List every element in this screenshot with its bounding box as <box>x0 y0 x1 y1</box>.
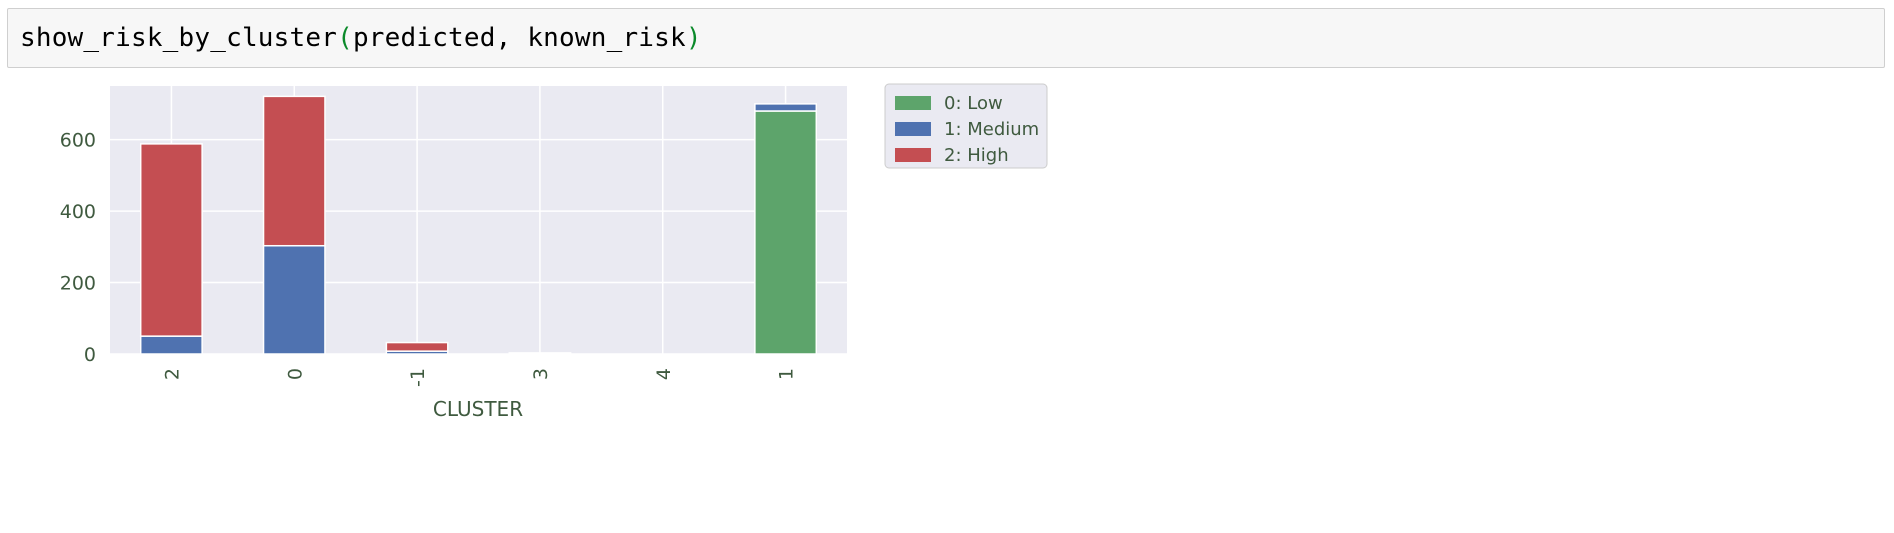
bar-segment <box>754 110 818 355</box>
x-tick-label: 2 <box>161 368 183 380</box>
y-tick-label: 0 <box>84 344 96 366</box>
y-gridlines <box>110 138 847 355</box>
bar-segment <box>262 95 326 247</box>
y-tick-labels: 0 200 400 600 <box>60 130 96 366</box>
bar-segment <box>262 244 326 355</box>
stacked-bar-chart: 0 200 400 600 2 0 -1 3 4 1 CLUSTER 0: Low 1: Medi… <box>60 83 1048 421</box>
function-args: predicted, known_risk <box>352 23 686 53</box>
x-tick-label: 1 <box>776 368 798 380</box>
bar-segment <box>754 103 818 112</box>
bars <box>139 95 818 355</box>
x-tick-label: 0 <box>284 368 306 380</box>
legend-swatch <box>895 96 931 110</box>
legend: 0: Low 1: Medium 2: High <box>884 83 1048 169</box>
bar-segment <box>508 352 572 355</box>
bar-segment <box>139 143 203 337</box>
chart-output: 0 200 400 600 2 0 -1 3 4 1 CLUSTER 0: Low 1: Medi… <box>0 78 1894 528</box>
legend-label: 1: Medium <box>944 119 1039 140</box>
bar-segment <box>139 335 203 355</box>
open-paren: ( <box>337 23 353 53</box>
y-tick-label: 200 <box>60 273 96 295</box>
y-tick-label: 600 <box>60 130 96 152</box>
plot-background <box>110 86 847 354</box>
legend-label: 0: Low <box>944 93 1003 114</box>
x-tick-label: 4 <box>653 368 675 380</box>
legend-label: 2: High <box>944 145 1009 166</box>
code-line: show_risk_by_cluster(predicted, known_ri… <box>20 23 702 53</box>
close-paren: ) <box>685 23 702 53</box>
x-tick-label: 3 <box>530 368 552 380</box>
legend-swatch <box>895 148 931 162</box>
code-cell[interactable]: show_risk_by_cluster(predicted, known_ri… <box>7 8 1885 68</box>
function-name: show_risk_by_cluster <box>20 23 338 53</box>
bar-segment <box>385 341 449 352</box>
x-axis-label: CLUSTER <box>433 397 523 421</box>
x-tick-label: -1 <box>407 368 429 387</box>
x-tick-labels: 2 0 -1 3 4 1 <box>161 368 797 387</box>
y-tick-label: 400 <box>60 201 96 223</box>
legend-swatch <box>895 122 931 136</box>
